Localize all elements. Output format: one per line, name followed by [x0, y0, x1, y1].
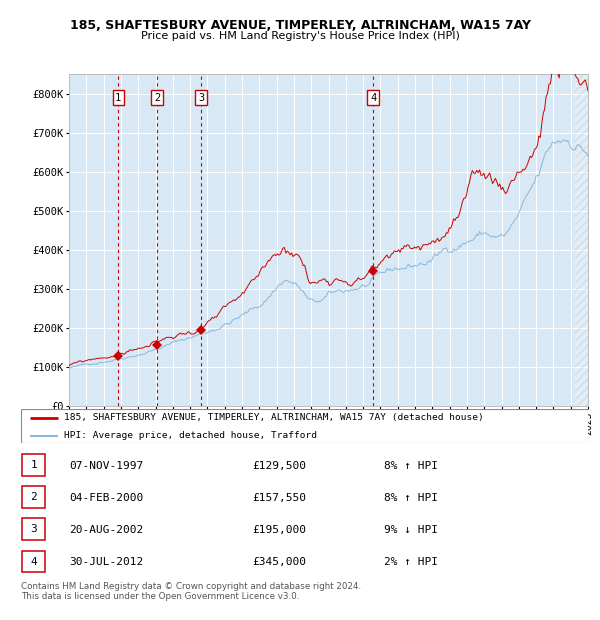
Text: £129,500: £129,500	[252, 461, 306, 471]
Text: 1: 1	[30, 460, 37, 470]
FancyBboxPatch shape	[22, 551, 45, 572]
Text: 3: 3	[198, 92, 204, 103]
Text: 30-JUL-2012: 30-JUL-2012	[69, 557, 143, 567]
Text: £195,000: £195,000	[252, 525, 306, 535]
Text: 3: 3	[30, 525, 37, 534]
Text: 8% ↑ HPI: 8% ↑ HPI	[384, 461, 438, 471]
Text: £157,550: £157,550	[252, 493, 306, 503]
FancyBboxPatch shape	[22, 486, 45, 508]
Text: 185, SHAFTESBURY AVENUE, TIMPERLEY, ALTRINCHAM, WA15 7AY (detached house): 185, SHAFTESBURY AVENUE, TIMPERLEY, ALTR…	[64, 413, 483, 422]
Text: 07-NOV-1997: 07-NOV-1997	[69, 461, 143, 471]
Text: 04-FEB-2000: 04-FEB-2000	[69, 493, 143, 503]
Text: 1: 1	[115, 92, 121, 103]
Text: £345,000: £345,000	[252, 557, 306, 567]
Text: 8% ↑ HPI: 8% ↑ HPI	[384, 493, 438, 503]
Text: Contains HM Land Registry data © Crown copyright and database right 2024.
This d: Contains HM Land Registry data © Crown c…	[21, 582, 361, 601]
Text: 4: 4	[30, 557, 37, 567]
Text: 2: 2	[30, 492, 37, 502]
Text: 2: 2	[154, 92, 160, 103]
Bar	[575, 74, 588, 406]
Text: Price paid vs. HM Land Registry's House Price Index (HPI): Price paid vs. HM Land Registry's House …	[140, 31, 460, 41]
FancyBboxPatch shape	[22, 454, 45, 476]
Text: 9% ↓ HPI: 9% ↓ HPI	[384, 525, 438, 535]
Text: 4: 4	[370, 92, 376, 103]
Text: 185, SHAFTESBURY AVENUE, TIMPERLEY, ALTRINCHAM, WA15 7AY: 185, SHAFTESBURY AVENUE, TIMPERLEY, ALTR…	[70, 19, 530, 32]
Text: 2% ↑ HPI: 2% ↑ HPI	[384, 557, 438, 567]
FancyBboxPatch shape	[21, 409, 588, 443]
FancyBboxPatch shape	[22, 518, 45, 540]
Text: 20-AUG-2002: 20-AUG-2002	[69, 525, 143, 535]
Text: HPI: Average price, detached house, Trafford: HPI: Average price, detached house, Traf…	[64, 432, 317, 440]
